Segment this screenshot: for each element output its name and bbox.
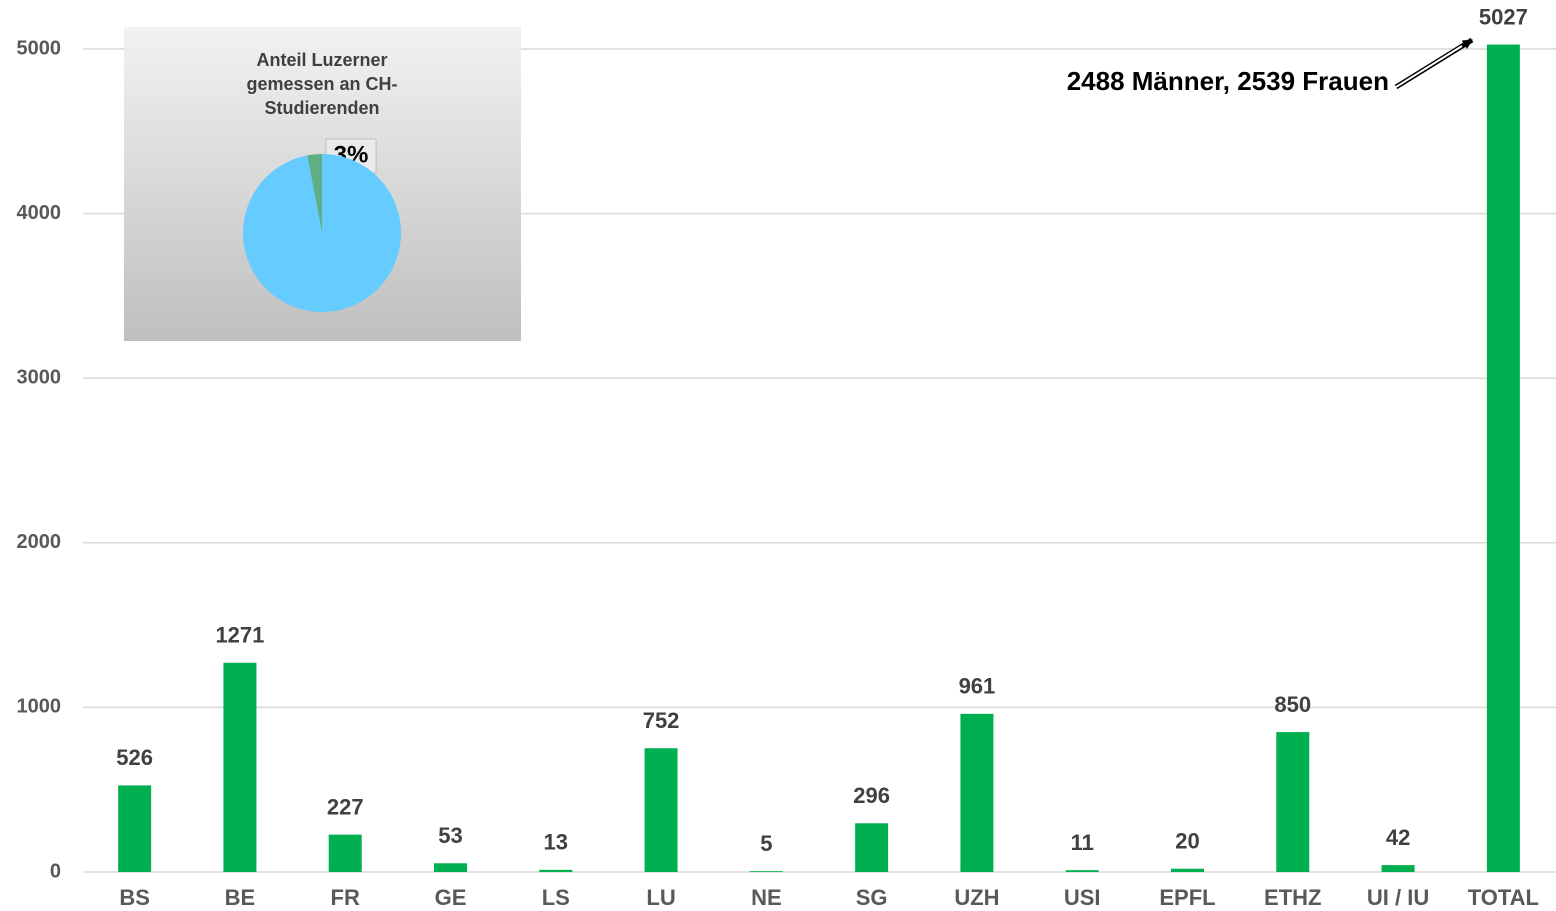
x-tick-label: BE (225, 885, 256, 910)
y-tick-label: 5000 (17, 37, 62, 59)
x-tick-label: USI (1064, 885, 1101, 910)
bar (539, 869, 573, 872)
x-tick-label: LU (646, 885, 675, 910)
x-tick-label: SG (856, 885, 888, 910)
bar (1381, 865, 1415, 872)
data-label: 20 (1175, 829, 1199, 854)
x-tick-label: TOTAL (1468, 885, 1539, 910)
bar (118, 785, 152, 872)
annotation: 2488 Männer, 2539 Frauen (1067, 66, 1389, 96)
bar (1171, 868, 1204, 872)
data-label: 42 (1386, 825, 1410, 850)
bar (223, 662, 257, 872)
data-label: 296 (853, 783, 890, 808)
x-tick-label: UZH (954, 885, 999, 910)
data-label: 11 (1071, 830, 1094, 855)
bar (1276, 732, 1310, 872)
y-tick-label: 3000 (17, 366, 62, 388)
bar (960, 713, 994, 872)
x-tick-label: GE (435, 885, 467, 910)
pie-title: gemessen an CH- (246, 74, 397, 94)
data-label: 850 (1274, 692, 1311, 717)
x-tick-label: NE (751, 885, 782, 910)
annotation-arrow-inner (1395, 45, 1463, 88)
data-label: 53 (438, 823, 462, 848)
bars: 526 BS 1271 BE 227 FR 53 GE 13 LS 752 LU 5 NE 296 SG 961… (116, 4, 1539, 909)
data-label: 5027 (1479, 4, 1528, 29)
data-label: 13 (544, 830, 568, 855)
y-tick-label: 4000 (17, 202, 62, 224)
x-tick-label: LS (542, 885, 570, 910)
x-tick-label: UI / IU (1367, 885, 1429, 910)
x-tick-label: FR (331, 885, 360, 910)
x-tick-label: BS (119, 885, 150, 910)
x-tick-label: EPFL (1159, 885, 1215, 910)
data-label: 526 (116, 745, 153, 770)
y-tick-label: 2000 (17, 531, 62, 553)
bar (328, 834, 362, 872)
bar (749, 871, 783, 872)
pie-title: Studierenden (264, 98, 379, 118)
y-tick-label: 1000 (17, 696, 62, 718)
pie-title: Anteil Luzerner (256, 50, 387, 70)
data-label: 227 (327, 794, 364, 819)
data-label: 752 (643, 708, 680, 733)
bar (434, 863, 467, 872)
data-label: 5 (760, 831, 772, 856)
data-label: 961 (959, 674, 996, 699)
y-tick-label: 0 (50, 860, 61, 882)
bar (1065, 870, 1099, 872)
x-tick-label: ETHZ (1264, 885, 1321, 910)
bar (644, 748, 678, 872)
bar (855, 823, 889, 872)
data-label: 1271 (215, 623, 264, 648)
pie-slice (242, 154, 401, 312)
pie-inset: Anteil Luzerner gemessen an CH- Studierend… (124, 27, 521, 341)
bar (1486, 44, 1520, 873)
pie-slice (307, 154, 322, 233)
